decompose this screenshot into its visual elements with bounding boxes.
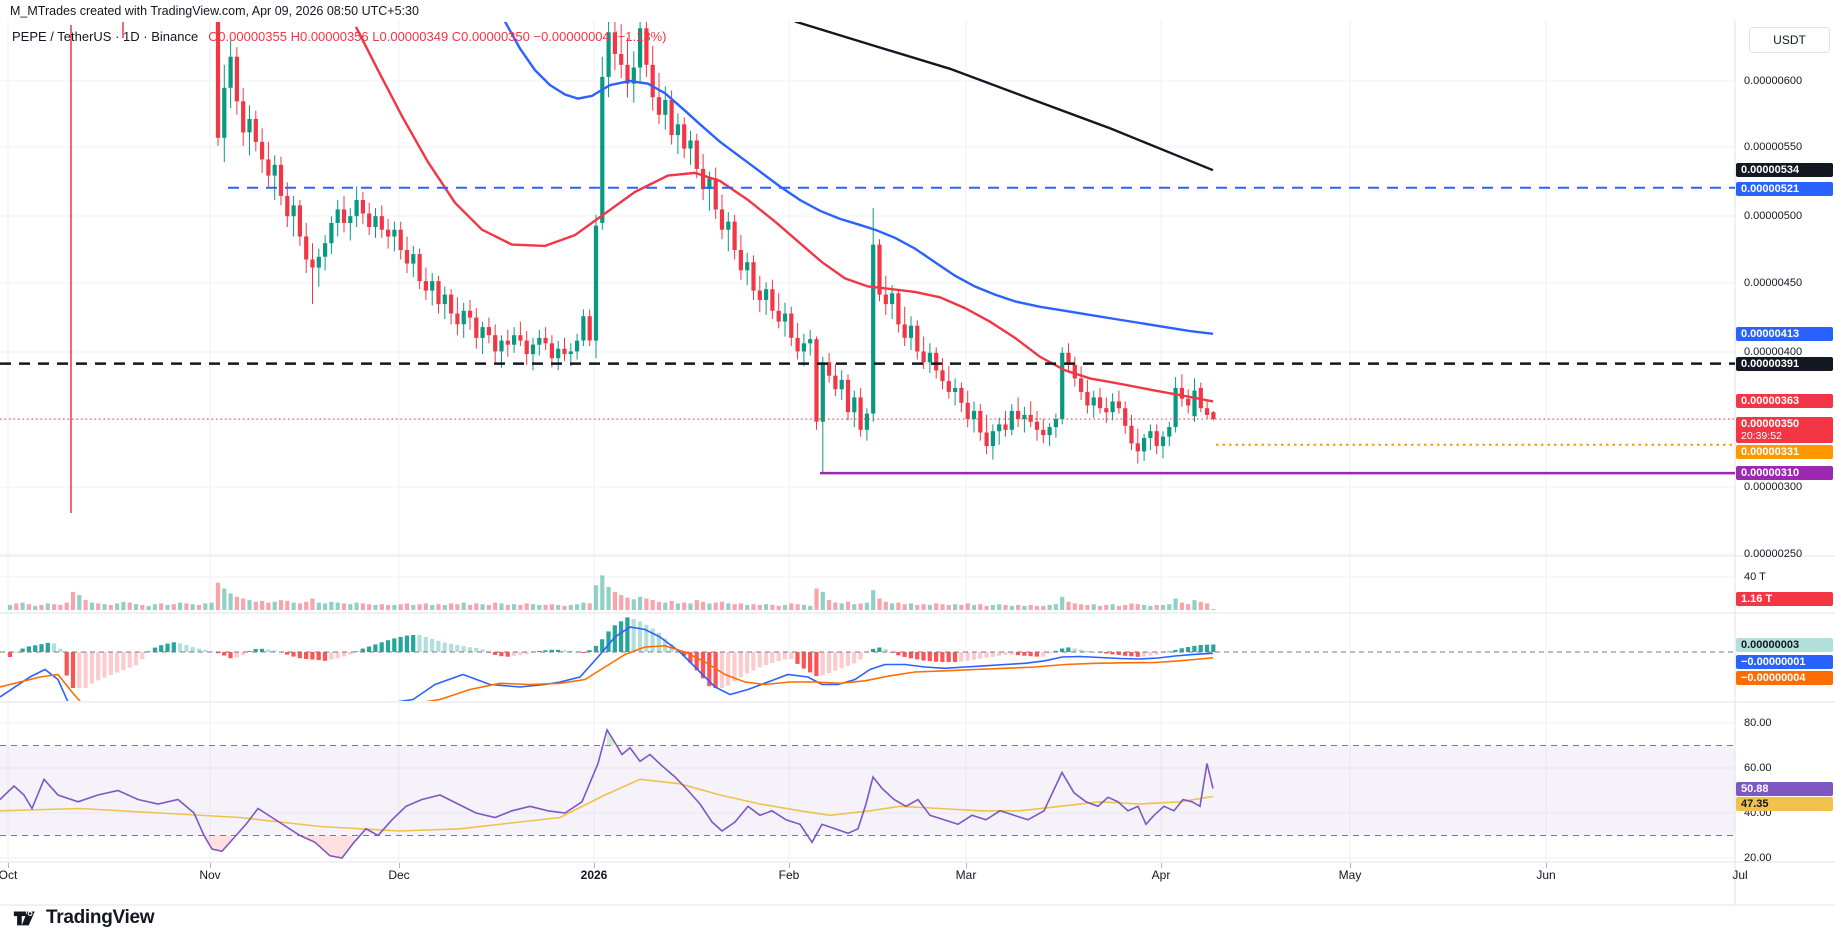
time-axis-tick [399, 863, 400, 868]
axis-label: 0.00000550 [1744, 141, 1803, 153]
price-badge: 0.00000391 [1736, 357, 1833, 371]
price-badge: 0.00000521 [1736, 182, 1833, 196]
price-badge: 0.00000003 [1736, 638, 1833, 652]
time-axis-label: May [1338, 868, 1362, 882]
price-badge: 0.00000350 20:39:52 [1736, 417, 1833, 443]
price-badge: 0.00000310 [1736, 466, 1833, 480]
price-badge: −0.00000004 [1736, 671, 1833, 685]
time-axis-tick [966, 863, 967, 868]
time-axis-label: 2026 [580, 868, 608, 882]
price-badge: 0.00000363 [1736, 394, 1833, 408]
time-axis-label: Apr [1151, 868, 1171, 882]
time-axis-label: Mar [955, 868, 977, 882]
time-axis-tick [210, 863, 211, 868]
axis-label: 0.00000400 [1744, 346, 1803, 358]
price-badge: 0.00000534 [1736, 163, 1833, 177]
ohlc-values: O0.00000355 H0.00000356 L0.00000349 C0.0… [208, 29, 667, 44]
axis-label: 0.00000600 [1744, 75, 1803, 87]
countdown-timer: 20:39:52 [1741, 430, 1782, 442]
time-axis-tick [8, 863, 9, 868]
time-axis-label: Nov [199, 868, 221, 882]
time-axis-tick [789, 863, 790, 868]
axis-label: 80.00 [1744, 717, 1772, 729]
price-badge: 0.00000413 [1736, 327, 1833, 341]
symbol-legend[interactable]: PEPE / TetherUS · 1D · Binance O0.0000035… [12, 29, 666, 44]
time-axis-tick [1546, 863, 1547, 868]
axis-label: 0.00000450 [1744, 277, 1803, 289]
axis-label: 0.00000500 [1744, 210, 1803, 222]
price-badge: 47.35 [1736, 797, 1833, 811]
tradingview-logo-icon [13, 911, 35, 926]
price-badge: 0.00000331 [1736, 445, 1833, 459]
time-axis-tick [1350, 863, 1351, 868]
axis-label: 0.00000300 [1744, 481, 1803, 493]
axis-label: 20.00 [1744, 852, 1772, 864]
price-badge: 50.88 [1736, 782, 1833, 796]
axis-label: 60.00 [1744, 762, 1772, 774]
price-badge: −0.00000001 [1736, 655, 1833, 669]
time-axis-tick [594, 863, 595, 868]
price-badge: 1.16 T [1736, 592, 1833, 606]
tradingview-logo[interactable]: TradingView [12, 905, 155, 931]
symbol-title[interactable]: PEPE / TetherUS · 1D · Binance [12, 29, 199, 44]
axis-label: 40 T [1744, 571, 1766, 583]
time-axis-label: Oct [0, 868, 18, 882]
currency-toggle-button[interactable]: USDT [1749, 27, 1830, 53]
time-axis-label: Jul [1732, 868, 1748, 882]
time-axis-label: Dec [388, 868, 410, 882]
axis-label: 0.00000250 [1744, 548, 1803, 560]
time-axis-label: Jun [1536, 868, 1556, 882]
tradingview-logo-text: TradingView [46, 907, 155, 928]
watermark-attribution: M_MTrades created with TradingView.com, … [10, 4, 419, 18]
time-axis-tick [1161, 863, 1162, 868]
time-axis-label: Feb [778, 868, 800, 882]
